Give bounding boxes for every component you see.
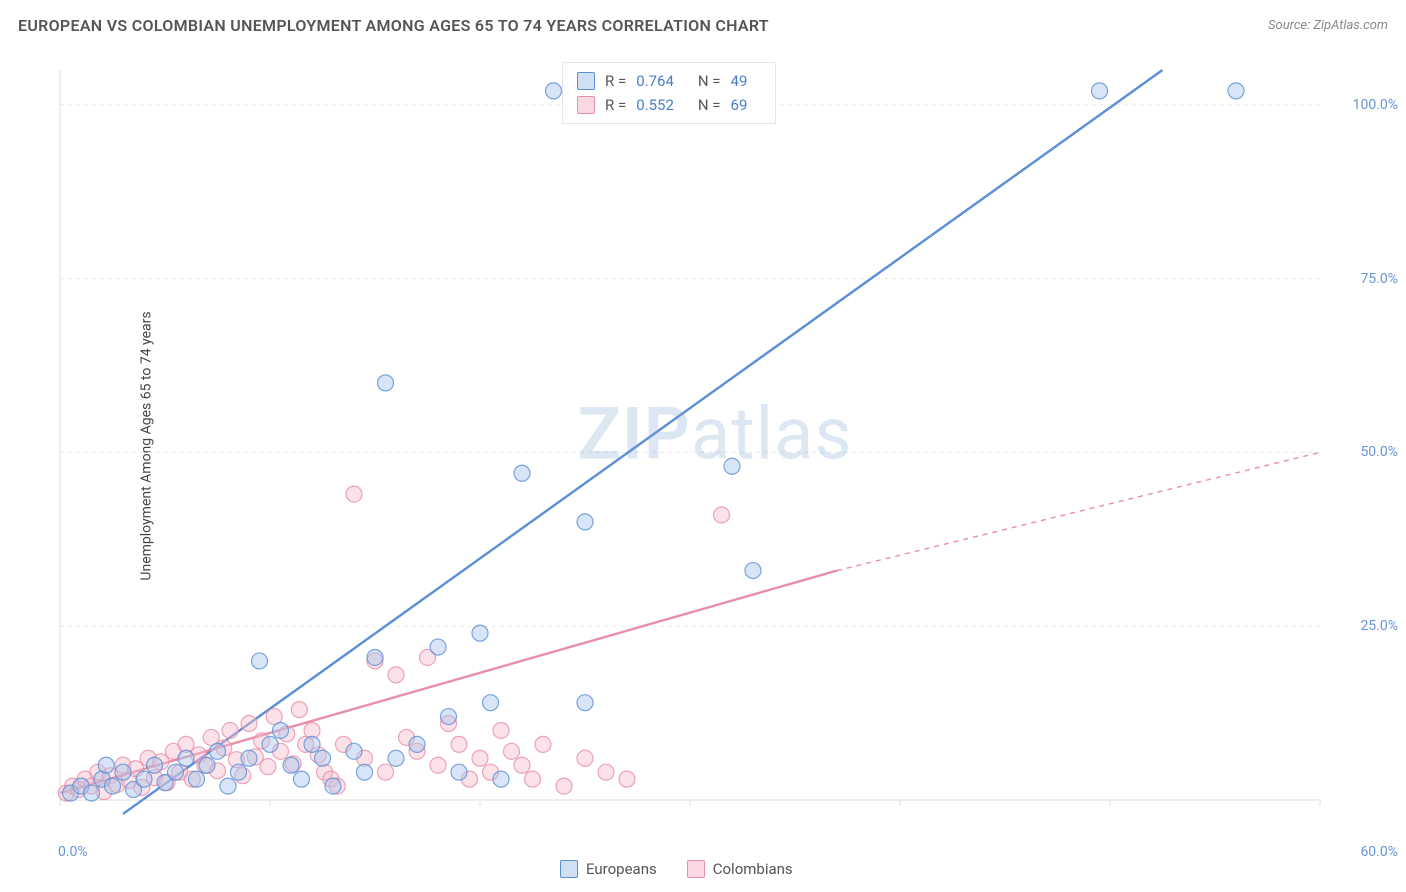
x-tick-label-start: 0.0%	[58, 844, 88, 860]
n-label: N =	[698, 69, 721, 93]
y-tick-label: 50.0%	[1360, 444, 1398, 460]
stats-row-europeans: R = 0.764 N = 49	[577, 69, 761, 93]
y-tick-label: 100.0%	[1353, 97, 1398, 113]
legend-label-colombians: Colombians	[713, 860, 793, 878]
y-tick-label: 25.0%	[1360, 618, 1398, 634]
r-label: R =	[605, 93, 626, 117]
legend-item-europeans: Europeans	[560, 860, 657, 878]
swatch-colombians	[577, 96, 595, 114]
legend-swatch-colombians	[687, 860, 705, 878]
n-label: N =	[698, 93, 721, 117]
r-value-colombians: 0.552	[636, 93, 674, 117]
chart-source: Source: ZipAtlas.com	[1268, 18, 1388, 33]
correlation-stats-box: R = 0.764 N = 49 R = 0.552 N = 69	[562, 62, 776, 124]
scatter-plot	[50, 60, 1380, 840]
legend-item-colombians: Colombians	[687, 860, 793, 878]
bottom-legend: Europeans Colombians	[560, 860, 793, 878]
n-value-colombians: 69	[731, 93, 748, 117]
swatch-europeans	[577, 72, 595, 90]
y-tick-label: 75.0%	[1360, 271, 1398, 287]
r-label: R =	[605, 69, 626, 93]
stats-row-colombians: R = 0.552 N = 69	[577, 93, 761, 117]
r-value-europeans: 0.764	[636, 69, 674, 93]
chart-header: EUROPEAN VS COLOMBIAN UNEMPLOYMENT AMONG…	[18, 16, 1388, 35]
n-value-europeans: 49	[731, 69, 748, 93]
chart-area: ZIPatlas	[50, 60, 1380, 840]
legend-label-europeans: Europeans	[586, 860, 657, 878]
chart-title: EUROPEAN VS COLOMBIAN UNEMPLOYMENT AMONG…	[18, 16, 769, 35]
x-tick-label-end: 60.0%	[1360, 844, 1398, 860]
legend-swatch-europeans	[560, 860, 578, 878]
